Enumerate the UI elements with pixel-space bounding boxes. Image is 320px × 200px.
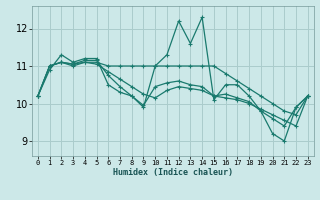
X-axis label: Humidex (Indice chaleur): Humidex (Indice chaleur) bbox=[113, 168, 233, 177]
